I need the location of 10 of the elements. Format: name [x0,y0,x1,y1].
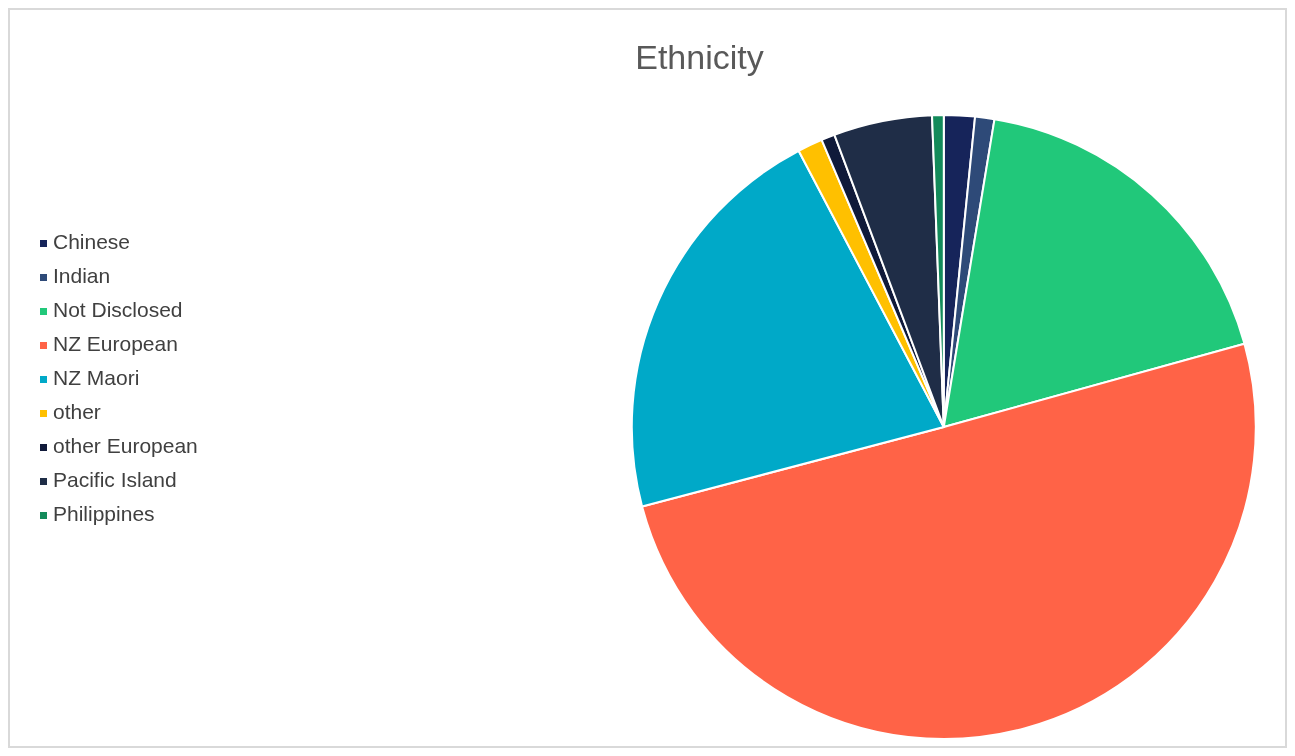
legend-label: other [53,400,101,423]
legend-label: Chinese [53,230,131,253]
legend-label: NZ European [53,332,178,355]
legend-label: Not Disclosed [53,298,183,321]
legend-label: Indian [53,264,111,287]
legend-label: NZ Maori [53,366,140,389]
chart-title: Ethnicity [634,38,765,77]
legend-label: Pacific Island [53,468,177,491]
legend-label: Philippines [53,502,155,525]
legend-label: other European [53,434,198,457]
